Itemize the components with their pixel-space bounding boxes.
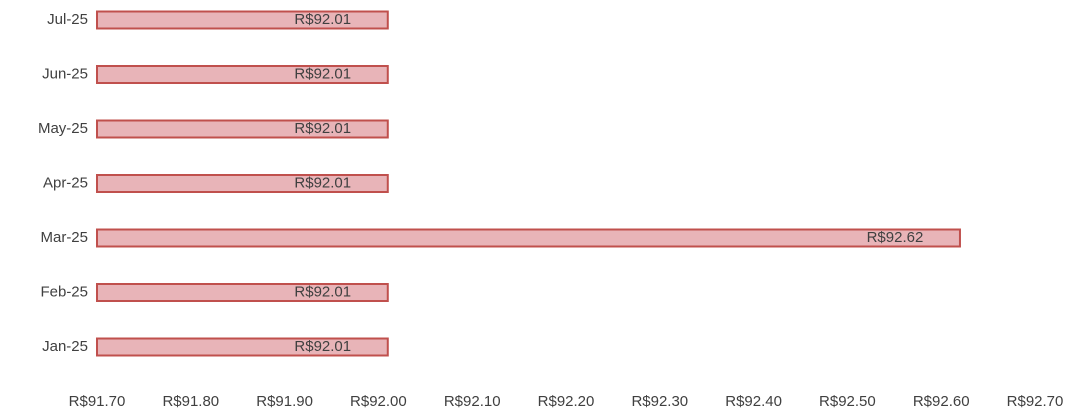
value-label: R$92.01 — [294, 11, 351, 28]
value-label: R$92.01 — [294, 338, 351, 355]
x-tick-label: R$91.70 — [69, 393, 126, 410]
value-label: R$92.01 — [294, 120, 351, 137]
value-label: R$92.01 — [294, 283, 351, 300]
x-tick-label: R$92.50 — [819, 393, 876, 410]
x-tick-label: R$92.30 — [631, 393, 688, 410]
y-tick-label: Jul-25 — [47, 11, 88, 28]
value-label: R$92.01 — [294, 65, 351, 82]
x-tick-label: R$92.60 — [913, 393, 970, 410]
value-label: R$92.01 — [294, 174, 351, 191]
x-tick-label: R$92.00 — [350, 393, 407, 410]
x-tick-label: R$92.70 — [1007, 393, 1064, 410]
y-tick-label: Feb-25 — [40, 283, 88, 300]
chart: R$91.70 R$91.80 R$91.90 R$92.00 R$92.10 R$92.… — [0, 0, 1074, 415]
x-tick-label: R$91.80 — [162, 393, 219, 410]
x-tick-label: R$91.90 — [256, 393, 313, 410]
x-tick-label: R$92.10 — [444, 393, 501, 410]
y-tick-label: Apr-25 — [43, 174, 88, 191]
y-tick-label: Jan-25 — [42, 338, 88, 355]
y-tick-label: Mar-25 — [40, 229, 88, 246]
y-tick-label: Jun-25 — [42, 65, 88, 82]
y-tick-label: May-25 — [38, 120, 88, 137]
value-label: R$92.62 — [867, 229, 924, 246]
bar — [97, 230, 960, 247]
x-tick-label: R$92.40 — [725, 393, 782, 410]
x-tick-label: R$92.20 — [538, 393, 595, 410]
